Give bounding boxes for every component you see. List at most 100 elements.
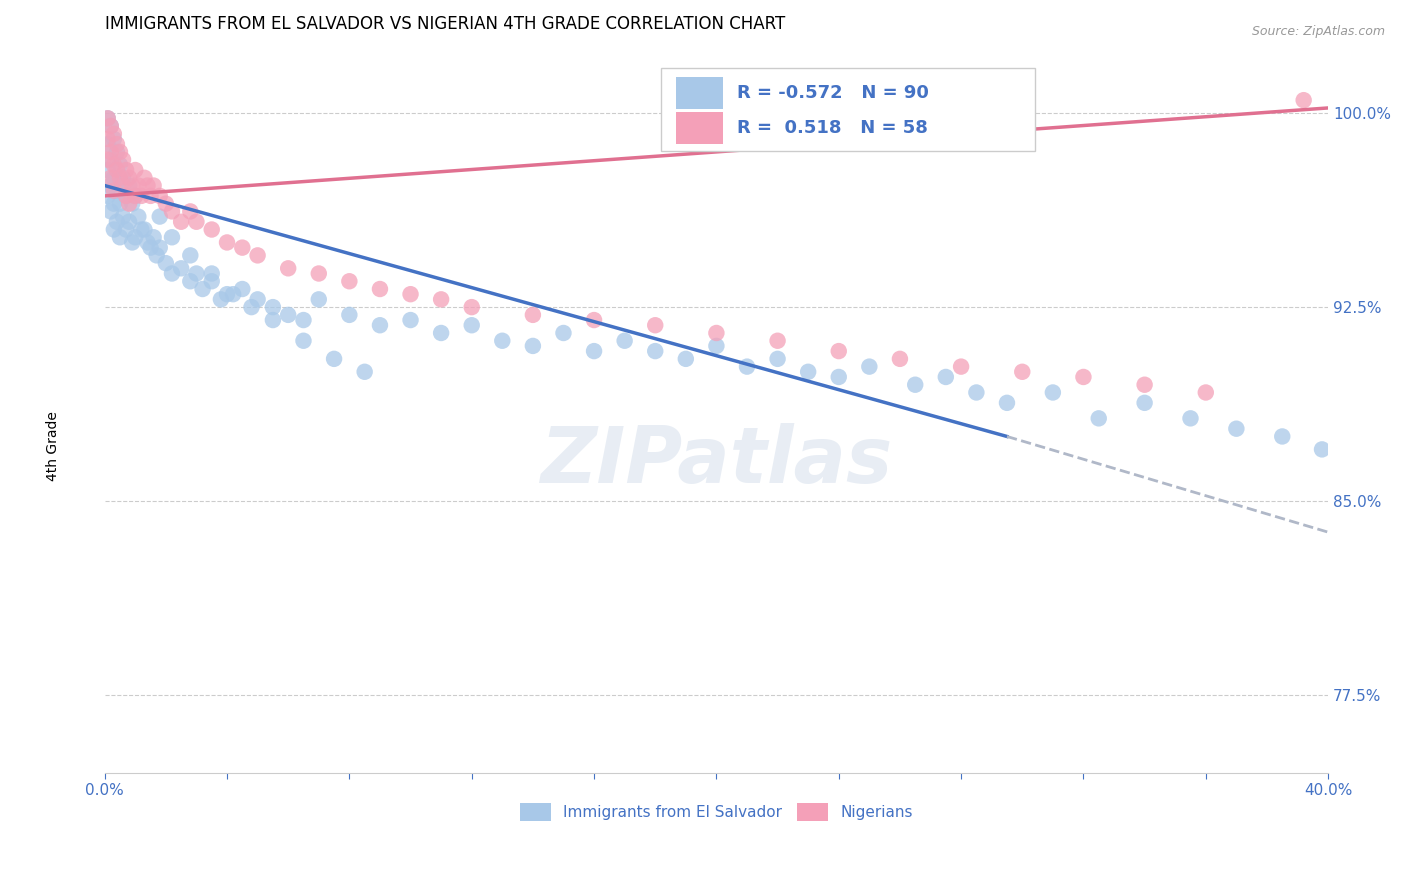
Point: [155, 256, 177, 270]
Point: [430, 293, 453, 307]
Point: [100, 178, 122, 193]
Point: [965, 385, 987, 400]
Point: [1042, 385, 1064, 400]
Point: [675, 351, 697, 366]
Point: [112, 170, 135, 185]
Point: [337, 274, 360, 288]
Point: [1133, 377, 1156, 392]
Point: [112, 153, 135, 167]
Point: [201, 222, 224, 236]
Point: [105, 215, 128, 229]
Point: [127, 210, 149, 224]
Point: [103, 222, 125, 236]
Point: [240, 300, 263, 314]
Point: [186, 267, 208, 281]
Text: 4th Grade: 4th Grade: [46, 411, 60, 481]
Point: [108, 170, 131, 185]
Point: [115, 189, 138, 203]
Point: [191, 282, 214, 296]
Point: [1073, 370, 1095, 384]
Point: [103, 132, 125, 146]
Point: [209, 293, 232, 307]
Point: [170, 261, 193, 276]
Point: [215, 235, 238, 250]
Point: [97, 163, 120, 178]
Point: [97, 112, 120, 126]
Text: ZIPatlas: ZIPatlas: [540, 424, 893, 500]
Point: [583, 313, 606, 327]
Point: [430, 326, 453, 340]
Point: [97, 132, 120, 146]
Point: [1271, 429, 1294, 443]
Point: [97, 189, 120, 203]
Point: [308, 293, 330, 307]
Point: [100, 153, 122, 167]
Point: [215, 287, 238, 301]
Point: [186, 215, 208, 229]
Point: [277, 308, 299, 322]
Point: [461, 300, 484, 314]
Point: [134, 170, 156, 185]
Point: [118, 178, 141, 193]
Point: [134, 222, 156, 236]
Point: [995, 396, 1018, 410]
Point: [368, 282, 391, 296]
Point: [118, 196, 141, 211]
Point: [105, 137, 128, 152]
Point: [889, 351, 911, 366]
Point: [522, 339, 544, 353]
Point: [323, 351, 346, 366]
Point: [127, 178, 149, 193]
Point: [231, 282, 253, 296]
Point: [491, 334, 513, 348]
Point: [136, 178, 159, 193]
Point: [103, 196, 125, 211]
Point: [100, 119, 122, 133]
Point: [139, 189, 162, 203]
Point: [124, 230, 146, 244]
Point: [112, 210, 135, 224]
Point: [155, 196, 177, 211]
Point: [149, 189, 172, 203]
Point: [170, 215, 193, 229]
Point: [112, 178, 135, 193]
Point: [201, 274, 224, 288]
Point: [160, 204, 183, 219]
Bar: [676, 78, 723, 110]
Point: [1180, 411, 1202, 425]
Point: [935, 370, 957, 384]
Point: [222, 287, 245, 301]
Point: [103, 184, 125, 198]
Point: [201, 267, 224, 281]
Point: [100, 119, 122, 133]
Point: [160, 267, 183, 281]
Point: [828, 344, 851, 359]
Point: [149, 241, 172, 255]
Point: [145, 248, 167, 262]
Point: [583, 344, 606, 359]
Point: [108, 230, 131, 244]
Point: [399, 313, 422, 327]
Point: [142, 230, 165, 244]
Point: [105, 163, 128, 178]
Point: [1011, 365, 1033, 379]
Point: [142, 178, 165, 193]
Point: [118, 170, 141, 185]
Text: R = -0.572   N = 90: R = -0.572 N = 90: [737, 85, 929, 103]
Bar: [676, 112, 723, 144]
Point: [108, 145, 131, 159]
Point: [706, 326, 728, 340]
Point: [1292, 93, 1315, 107]
Text: IMMIGRANTS FROM EL SALVADOR VS NIGERIAN 4TH GRADE CORRELATION CHART: IMMIGRANTS FROM EL SALVADOR VS NIGERIAN …: [104, 15, 785, 33]
Point: [353, 365, 375, 379]
Point: [149, 210, 172, 224]
Point: [108, 196, 131, 211]
Point: [105, 145, 128, 159]
Point: [1225, 422, 1247, 436]
Point: [97, 112, 120, 126]
Point: [246, 293, 269, 307]
Point: [115, 163, 138, 178]
Point: [262, 300, 284, 314]
Point: [108, 158, 131, 172]
Point: [292, 334, 315, 348]
